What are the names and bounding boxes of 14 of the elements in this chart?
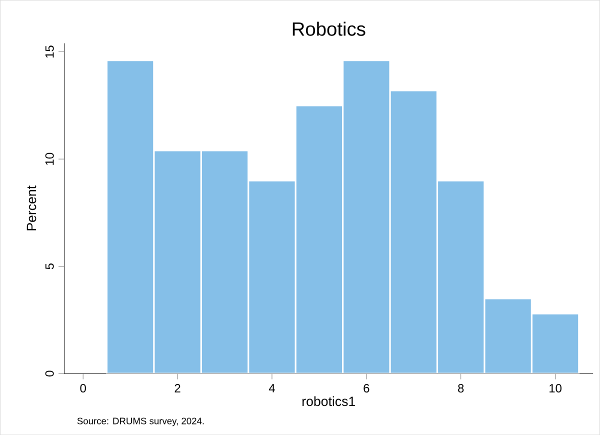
x-tick-label: 0 <box>80 384 86 392</box>
x-tick-label: 8 <box>458 384 464 392</box>
y-tick-label: 0 <box>45 370 54 376</box>
y-tick-label: 15 <box>45 46 54 58</box>
x-tick-label: 2 <box>174 384 180 392</box>
y-axis-title: Percent <box>26 185 36 230</box>
y-tick-label: 10 <box>45 152 54 165</box>
y-tick-label: 5 <box>45 263 54 270</box>
x-tick-label: 6 <box>364 384 370 392</box>
x-tick-label: 4 <box>268 384 275 392</box>
x-tick-label: 10 <box>550 384 562 392</box>
chart-title: Robotics <box>292 22 366 36</box>
source-note: Source: DRUMS survey, 2024. <box>77 418 204 426</box>
x-axis-title: robotics1 <box>302 396 356 406</box>
